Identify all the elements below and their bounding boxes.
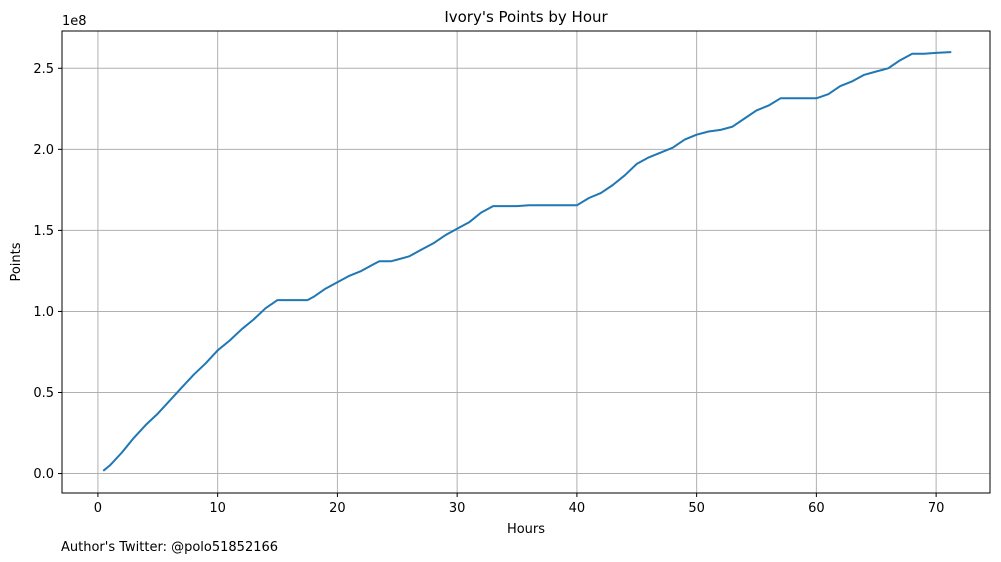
x-tick-label: 40 (569, 501, 586, 516)
y-tick-label: 0.5 (33, 386, 54, 401)
x-tick-label: 60 (808, 501, 825, 516)
series-layer (102, 51, 952, 472)
y-tick-label: 1.0 (33, 305, 54, 320)
author-footnote: Author's Twitter: @polo51852166 (61, 540, 278, 555)
axis-ticks: 0 10 20 30 40 50 60 70 0.0 0.5 1.0 1.5 2.0 2.5 (33, 62, 944, 516)
x-tick-label: 30 (449, 501, 466, 516)
chart-title: Ivory's Points by Hour (444, 8, 608, 26)
x-tick-label: 20 (329, 501, 346, 516)
x-axis-label: Hours (507, 522, 545, 537)
x-tick-label: 50 (688, 501, 705, 516)
y-tick-label: 1.5 (33, 224, 54, 239)
y-axis-scale-label: 1e8 (62, 14, 87, 29)
y-tick-label: 2.5 (33, 62, 54, 77)
grid (62, 31, 990, 493)
series-line-points (102, 51, 952, 472)
x-tick-label: 10 (209, 501, 226, 516)
y-tick-label: 0.0 (33, 467, 54, 482)
x-tick-label: 70 (928, 501, 945, 516)
x-tick-label: 0 (94, 501, 102, 516)
y-axis-label: Points (9, 242, 24, 281)
plot-frame (61, 30, 991, 494)
y-tick-label: 2.0 (33, 143, 54, 158)
